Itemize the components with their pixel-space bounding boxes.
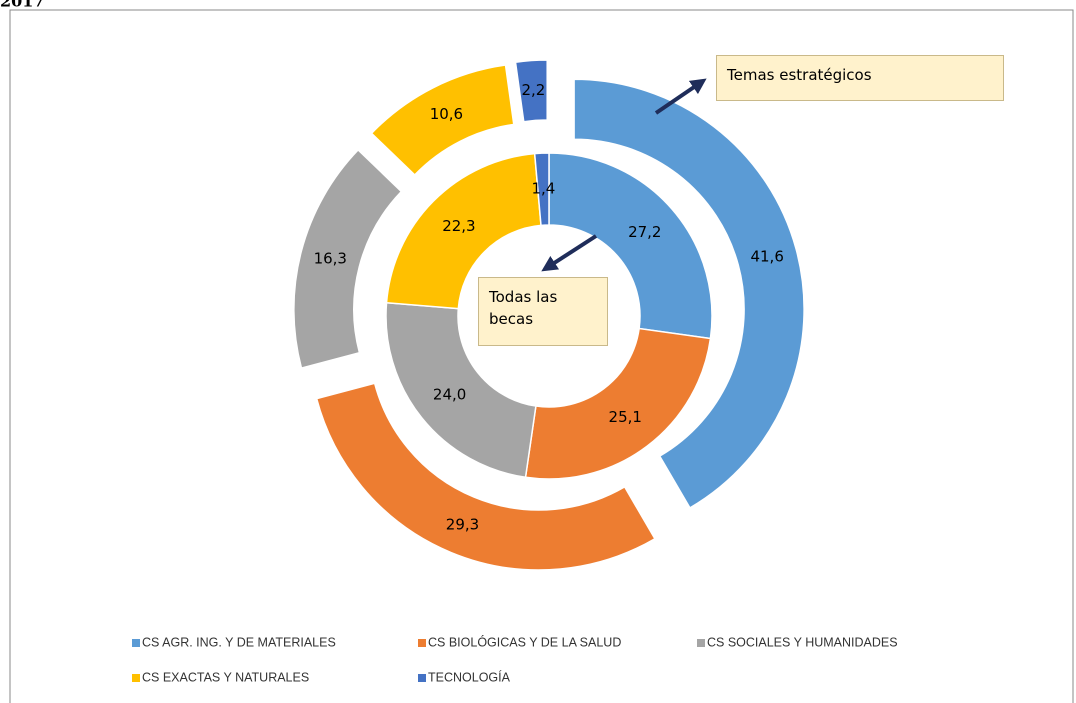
data-label: 16,3	[314, 250, 347, 268]
data-label: 10,6	[430, 105, 463, 123]
annotation-box: Todas las becas	[478, 277, 608, 346]
data-label: 41,6	[750, 248, 783, 266]
annotation-box: Temas estratégicos	[716, 55, 1004, 101]
donut-segment	[370, 64, 515, 176]
data-label: 29,3	[446, 515, 479, 533]
donut-segment	[514, 59, 548, 123]
data-label: 24,0	[433, 386, 466, 404]
legend-swatch	[132, 639, 140, 647]
data-label: 1,4	[531, 180, 555, 198]
donut-segment	[293, 148, 403, 369]
donut-segment	[385, 152, 542, 310]
arrow	[654, 78, 707, 115]
donut-segment	[315, 382, 656, 571]
donut-segment	[573, 78, 805, 509]
data-label: 2,2	[521, 81, 545, 99]
legend-label: CS BIOLÓGICAS Y DE LA SALUD	[428, 634, 621, 649]
legend-label: CS SOCIALES Y HUMANIDADES	[707, 635, 898, 649]
legend-swatch	[697, 639, 705, 647]
donut-segment	[385, 301, 537, 479]
donut-segment	[524, 327, 712, 480]
arrow	[541, 234, 598, 272]
rings: 27,2 25,1 24,0 22,3 1,4 41,6 29,3 16,3 10,6 2,2	[293, 59, 805, 571]
data-label: 22,3	[442, 217, 475, 235]
chart-frame	[9, 9, 1074, 703]
legend-label: CS AGR. ING. Y DE MATERIALES	[142, 635, 336, 649]
donut-segment	[533, 152, 550, 227]
data-label: 25,1	[609, 408, 642, 426]
legend-swatch	[418, 639, 426, 647]
legend-label: CS EXACTAS Y NATURALES	[142, 670, 309, 684]
legend-label: TECNOLOGÍA	[428, 669, 511, 684]
donut-segment	[548, 152, 713, 340]
data-label: 27,2	[628, 223, 661, 241]
legend: CS AGR. ING. Y DE MATERIALES CS BIOLÓGICA…	[132, 634, 898, 684]
legend-swatch	[418, 674, 426, 682]
legend-swatch	[132, 674, 140, 682]
chart-title: 2017	[0, 0, 45, 11]
